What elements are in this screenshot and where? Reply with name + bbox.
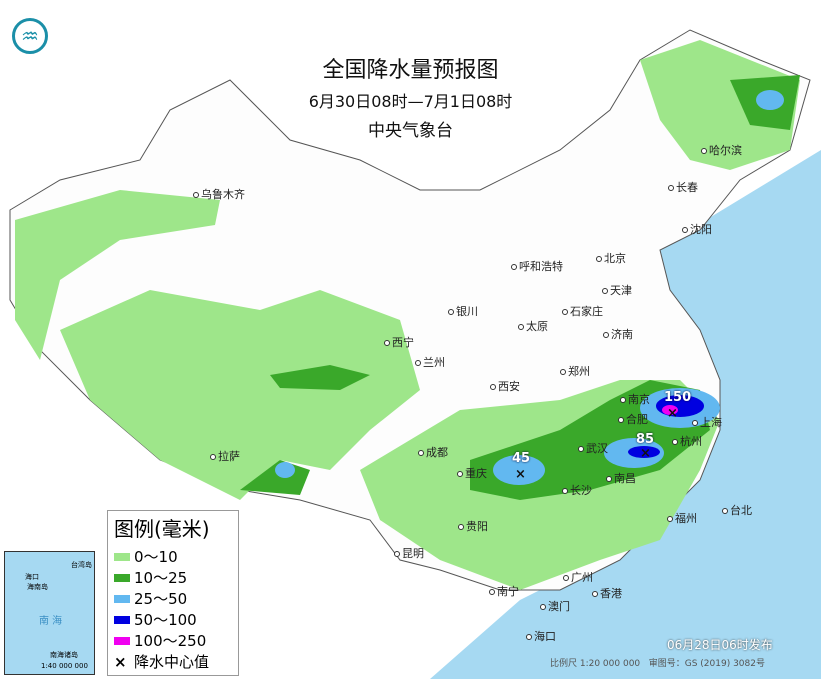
city-label: 拉萨 bbox=[210, 448, 240, 464]
city-label: 重庆 bbox=[457, 465, 487, 481]
precip-center-value: 150 bbox=[664, 390, 692, 405]
city-label: 武汉 bbox=[578, 440, 608, 456]
inset-sea-label: 南 海 bbox=[39, 616, 63, 627]
city-label: 南宁 bbox=[489, 583, 519, 599]
city-label: 长沙 bbox=[562, 482, 592, 498]
city-label: 济南 bbox=[603, 326, 633, 342]
precip-center-value: 45 bbox=[512, 451, 531, 466]
city-label: 贵阳 bbox=[458, 518, 488, 534]
city-label: 太原 bbox=[518, 318, 548, 334]
rain-10-25-qinghai bbox=[270, 365, 370, 390]
inset-scale: 1:40 000 000 bbox=[41, 662, 88, 670]
legend-item: 25～50 bbox=[114, 588, 238, 609]
legend-item: 50～100 bbox=[114, 609, 238, 630]
city-label: 长春 bbox=[668, 179, 698, 195]
city-label: 北京 bbox=[596, 250, 626, 266]
city-label: 台北 bbox=[722, 502, 752, 518]
legend-item: 0～10 bbox=[114, 546, 238, 567]
legend-label: 25～50 bbox=[134, 590, 188, 608]
south-china-sea-inset: 海口 海南岛 台湾岛 南 海 南海诸岛 1:40 000 000 bbox=[4, 551, 95, 675]
precip-center-value: 85 bbox=[636, 432, 655, 447]
inset-islands-label: 南海诸岛 bbox=[50, 651, 78, 659]
legend-swatch bbox=[114, 636, 130, 645]
issuer: 中央气象台 bbox=[368, 121, 453, 141]
forecast-period: 6月30日08时—7月1日08时 bbox=[308, 92, 513, 111]
map-footer: 比例尺 1:20 000 000 审图号：GS (2019) 3082号 bbox=[550, 656, 765, 669]
city-label: 石家庄 bbox=[562, 303, 603, 319]
precip-center-x-icon: × bbox=[515, 467, 526, 482]
legend-label: 10～25 bbox=[134, 569, 188, 587]
rain-25-50-tibet bbox=[275, 462, 295, 478]
city-label: 天津 bbox=[602, 282, 632, 298]
city-label: 郑州 bbox=[560, 363, 590, 379]
city-label: 银川 bbox=[448, 303, 478, 319]
legend-swatch bbox=[114, 594, 130, 603]
city-label: 澳门 bbox=[540, 598, 570, 614]
city-label: 昆明 bbox=[394, 545, 424, 561]
map-number: 审图号：GS (2019) 3082号 bbox=[648, 659, 765, 669]
legend-label: 100～250 bbox=[134, 632, 207, 650]
scale-text: 比例尺 1:20 000 000 bbox=[550, 659, 641, 669]
rain-0-10-northeast bbox=[640, 40, 800, 170]
city-label: 沈阳 bbox=[682, 221, 712, 237]
city-label: 香港 bbox=[592, 585, 622, 601]
legend-item: 100～250 bbox=[114, 630, 238, 651]
legend-title: 图例(毫米) bbox=[114, 517, 210, 541]
city-label: 广州 bbox=[563, 569, 593, 585]
published-time: 06月28日06时发布 bbox=[667, 638, 773, 652]
rain-25-50-heilongjiang bbox=[756, 90, 784, 110]
city-label: 呼和浩特 bbox=[511, 258, 563, 274]
legend: 图例(毫米) 0～10 10～25 25～50 50～100 100～250 ×… bbox=[107, 510, 239, 676]
city-label: 南昌 bbox=[606, 470, 636, 486]
sea bbox=[430, 150, 821, 679]
map-title: 全国降水量预报图 bbox=[322, 58, 499, 83]
legend-item: 10～25 bbox=[114, 567, 238, 588]
legend-label: 降水中心值 bbox=[134, 653, 210, 671]
center-x-icon: × bbox=[114, 652, 127, 671]
city-label: 上海 bbox=[692, 414, 722, 430]
precip-center-x-icon: × bbox=[640, 446, 651, 461]
rain-100-250-jiangsu bbox=[662, 405, 678, 415]
city-label: 乌鲁木齐 bbox=[193, 186, 245, 202]
rain-25-50-chongqing bbox=[493, 455, 545, 485]
inset-label: 海口 bbox=[25, 573, 39, 581]
legend-label: 50～100 bbox=[134, 611, 197, 629]
legend-swatch bbox=[114, 615, 130, 624]
city-label: 海口 bbox=[526, 628, 556, 644]
rain-0-10-tibet bbox=[60, 290, 420, 500]
precip-center-x-icon: × bbox=[667, 406, 678, 421]
city-label: 南京 bbox=[620, 391, 650, 407]
inset-label: 台湾岛 bbox=[71, 561, 92, 569]
city-label: 兰州 bbox=[415, 354, 445, 370]
rain-50-100-jiangxi bbox=[628, 446, 660, 458]
legend-swatch bbox=[114, 573, 130, 582]
rain-0-10-xinjiang bbox=[15, 190, 220, 360]
city-label: 合肥 bbox=[618, 411, 648, 427]
city-label: 成都 bbox=[418, 444, 448, 460]
city-label: 西宁 bbox=[384, 334, 414, 350]
city-label: 福州 bbox=[667, 510, 697, 526]
legend-item: × 降水中心值 bbox=[114, 651, 238, 672]
legend-swatch bbox=[114, 552, 130, 561]
inset-label: 海南岛 bbox=[27, 583, 48, 591]
city-label: 哈尔滨 bbox=[701, 142, 742, 158]
city-label: 西安 bbox=[490, 378, 520, 394]
legend-label: 0～10 bbox=[134, 548, 178, 566]
city-label: 杭州 bbox=[672, 433, 702, 449]
cma-logo: ♒ bbox=[12, 18, 48, 54]
